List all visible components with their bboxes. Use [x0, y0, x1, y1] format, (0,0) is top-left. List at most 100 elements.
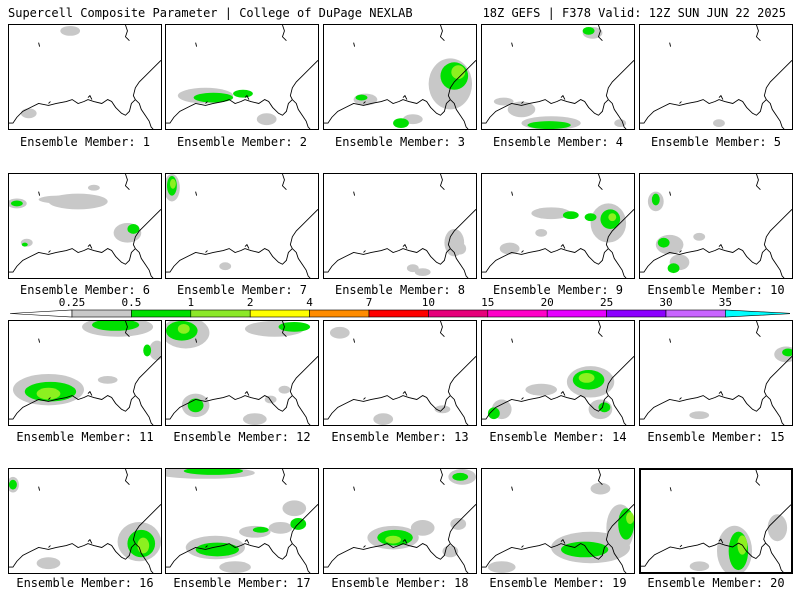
scp-shaded-area [590, 482, 611, 495]
colorbar-segment [249, 309, 310, 318]
ensemble-member-map-11[interactable] [8, 320, 162, 426]
ensemble-member-label: Ensemble Member: 12 [173, 430, 311, 444]
ensemble-member-map-1[interactable] [8, 24, 162, 130]
ensemble-member-map-2[interactable] [165, 24, 319, 130]
scp-shaded-area [598, 402, 611, 413]
ensemble-member-map-4[interactable] [481, 24, 635, 130]
colorbar-segment [606, 309, 667, 318]
scp-shaded-area [177, 323, 190, 334]
scp-shaded-area [578, 373, 595, 383]
scp-shaded-area [626, 512, 634, 524]
ensemble-member-label: Ensemble Member: 16 [16, 576, 154, 590]
coastline-border [9, 469, 161, 573]
ensemble-member-label: Ensemble Member: 9 [492, 283, 624, 297]
scp-shaded-area [525, 383, 558, 396]
coastline-border [9, 174, 161, 278]
colorbar-segment [190, 309, 251, 318]
scp-shaded-area [127, 224, 140, 234]
ensemble-member-label: Ensemble Member: 20 [647, 576, 785, 590]
scp-colorbar-legend: 0.25 0.5 1 2 4 7 10 15 20 25 30 35 [10, 296, 790, 318]
ensemble-member-map-12[interactable] [165, 320, 319, 426]
coastline-border [324, 469, 476, 573]
ensemble-member-label: Ensemble Member: 13 [331, 430, 469, 444]
ensemble-member-map-18[interactable] [323, 468, 477, 574]
ensemble-member-map-16[interactable] [8, 468, 162, 574]
ensemble-member-map-8[interactable] [323, 173, 477, 279]
ensemble-member-map-10[interactable] [639, 173, 793, 279]
map-canvas [9, 469, 161, 573]
ensemble-member-map-20[interactable] [639, 468, 793, 574]
coastline-border [324, 174, 476, 278]
map-canvas [166, 321, 318, 425]
colorbar-tick-label: 0.5 [121, 296, 141, 309]
coastline-border [9, 321, 161, 425]
colorbar-segment [487, 309, 548, 318]
scp-shaded-area [689, 411, 710, 420]
ensemble-member-map-19[interactable] [481, 468, 635, 574]
scp-shaded-area [242, 413, 267, 425]
scp-shaded-area [410, 520, 435, 536]
ensemble-member-label: Ensemble Member: 4 [492, 135, 624, 149]
scp-shaded-area [193, 92, 234, 103]
colorbar-segment [546, 309, 607, 318]
scp-shaded-area [195, 542, 240, 557]
scp-shaded-area [414, 268, 431, 277]
scp-shaded-area [219, 262, 232, 271]
ensemble-member-map-13[interactable] [323, 320, 477, 426]
map-title: Supercell Composite Parameter | College … [8, 6, 413, 20]
scp-shaded-area [667, 263, 680, 274]
ensemble-member-map-17[interactable] [165, 468, 319, 574]
ensemble-member-map-6[interactable] [8, 173, 162, 279]
colorbar-tick-label: 30 [659, 296, 672, 309]
colorbar-segment [665, 309, 726, 318]
map-canvas [640, 25, 792, 129]
map-canvas [641, 470, 791, 572]
colorbar-tick-label: 20 [541, 296, 554, 309]
map-canvas [482, 25, 634, 129]
colorbar-segment [725, 309, 790, 318]
ensemble-member-map-15[interactable] [639, 320, 793, 426]
ensemble-member-label: Ensemble Member: 15 [647, 430, 785, 444]
colorbar-tick-label: 0.25 [59, 296, 86, 309]
ensemble-member-label: Ensemble Member: 10 [647, 283, 785, 297]
ensemble-member-map-3[interactable] [323, 24, 477, 130]
scp-shaded-area [282, 500, 307, 517]
colorbar-segment [131, 309, 192, 318]
coastline-border [641, 470, 791, 572]
scp-shaded-area [451, 65, 466, 79]
ensemble-member-map-5[interactable] [639, 24, 793, 130]
coastline-border [324, 321, 476, 425]
colorbar-segment [368, 309, 429, 318]
coastline-border [166, 469, 318, 573]
scp-shaded-area [373, 413, 394, 425]
ensemble-member-label: Ensemble Member: 2 [176, 135, 308, 149]
map-canvas [166, 469, 318, 573]
scp-shaded-area [169, 178, 176, 189]
ensemble-member-label: Ensemble Member: 17 [173, 576, 311, 590]
scp-shaded-area [450, 518, 467, 530]
scp-shaded-area [713, 119, 725, 128]
scp-shaded-area [535, 228, 548, 237]
map-canvas [324, 321, 476, 425]
colorbar-tick-label: 35 [719, 296, 732, 309]
scp-shaded-area [582, 26, 595, 35]
ensemble-member-map-9[interactable] [481, 173, 635, 279]
scp-shaded-area [38, 195, 79, 204]
scp-shaded-area [355, 94, 368, 101]
coastline-border [9, 25, 161, 129]
map-canvas [324, 174, 476, 278]
map-canvas [166, 25, 318, 129]
scp-shaded-area [487, 407, 500, 420]
ensemble-member-map-7[interactable] [165, 173, 319, 279]
coastline-border [482, 321, 634, 425]
scp-shaded-area [487, 561, 516, 573]
scp-shaded-area [143, 344, 152, 357]
colorbar-low-end [10, 309, 73, 318]
scp-shaded-area [87, 184, 100, 191]
scp-shaded-area [385, 535, 401, 544]
colorbar-tick-label: 2 [247, 296, 254, 309]
ensemble-member-map-14[interactable] [481, 320, 635, 426]
scp-shaded-area [36, 387, 61, 400]
scp-shaded-area [657, 237, 670, 248]
coastline-border [166, 321, 318, 425]
